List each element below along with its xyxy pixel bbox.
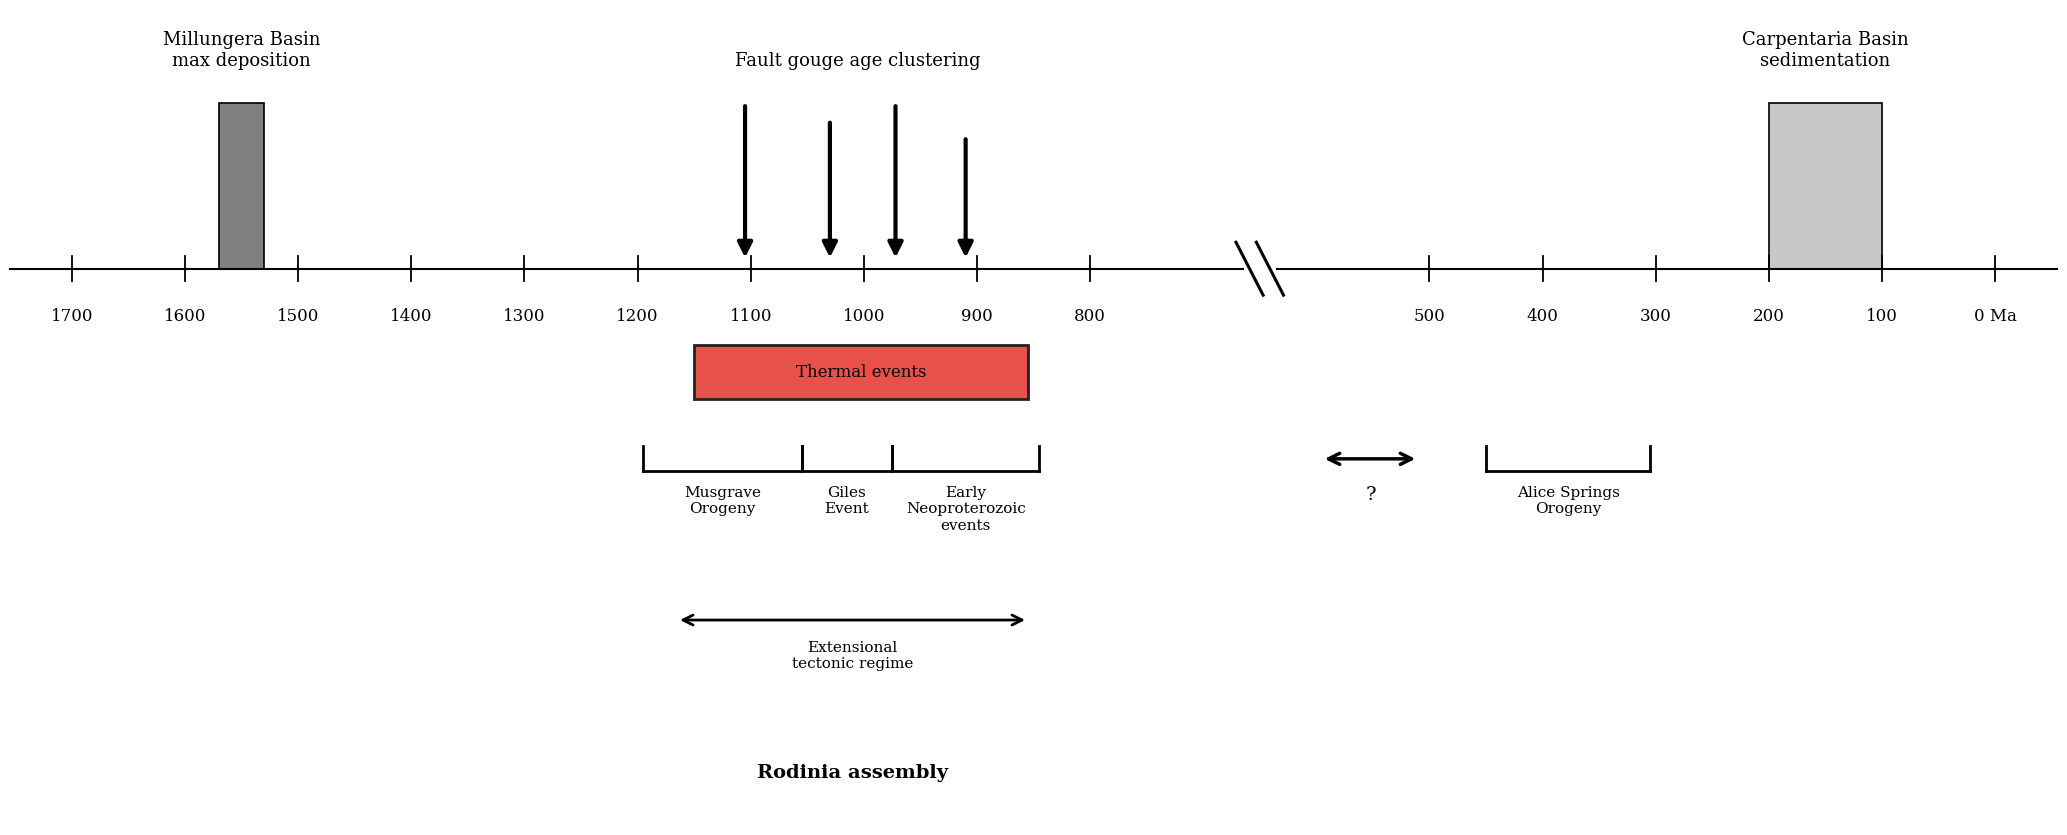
Text: 1000: 1000	[843, 308, 885, 326]
Text: Alice Springs
Orogeny: Alice Springs Orogeny	[1517, 486, 1621, 516]
Text: Millungera Basin
max deposition: Millungera Basin max deposition	[163, 32, 320, 70]
Text: Musgrave
Orogeny: Musgrave Orogeny	[684, 486, 761, 516]
Text: Giles
Event: Giles Event	[825, 486, 870, 516]
Text: 1300: 1300	[502, 308, 546, 326]
Text: 1600: 1600	[163, 308, 207, 326]
Text: 500: 500	[1414, 308, 1445, 326]
Text: 800: 800	[1075, 308, 1106, 326]
Text: 0 Ma: 0 Ma	[1974, 308, 2017, 326]
Text: 1400: 1400	[391, 308, 432, 326]
Text: Early
Neoproterozoic
events: Early Neoproterozoic events	[905, 486, 1025, 533]
Text: ?: ?	[1366, 486, 1377, 504]
Text: 1500: 1500	[277, 308, 320, 326]
Text: Rodinia assembly: Rodinia assembly	[757, 764, 949, 782]
Bar	[219, 104, 265, 269]
Text: 300: 300	[1639, 308, 1672, 326]
Bar	[1769, 104, 1881, 269]
Text: Thermal events: Thermal events	[796, 363, 926, 381]
Bar	[695, 345, 1027, 399]
Text: 1700: 1700	[52, 308, 93, 326]
Text: Extensional
tectonic regime: Extensional tectonic regime	[792, 640, 914, 671]
Text: 200: 200	[1753, 308, 1784, 326]
Text: 400: 400	[1528, 308, 1559, 326]
Text: Carpentaria Basin
sedimentation: Carpentaria Basin sedimentation	[1742, 32, 1908, 70]
Text: 1100: 1100	[730, 308, 771, 326]
Text: 1200: 1200	[616, 308, 659, 326]
Text: 100: 100	[1867, 308, 1898, 326]
Text: 900: 900	[961, 308, 992, 326]
Text: Fault gouge age clustering: Fault gouge age clustering	[736, 53, 982, 70]
